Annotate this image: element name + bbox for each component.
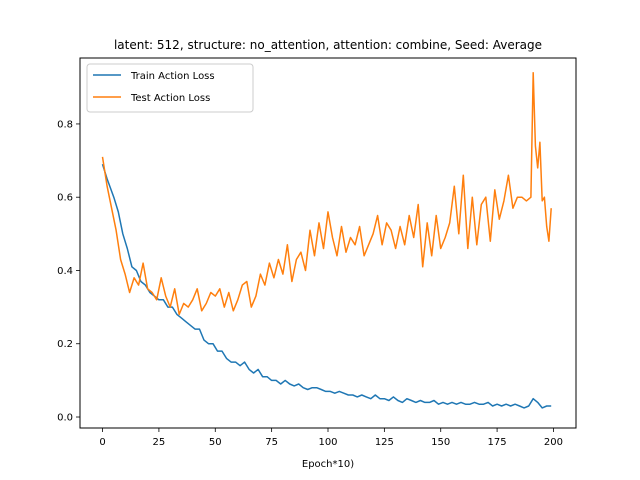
x-tick-label: 150 [431,437,450,448]
legend-label-test: Test Action Loss [130,93,210,104]
y-axis-ticks: 0.0 0.2 0.4 0.6 0.8 [57,119,80,424]
x-tick-label: 50 [209,437,222,448]
x-tick-label: 125 [375,437,394,448]
legend-box [86,63,254,113]
plot-lines [101,71,552,409]
y-tick-label: 0.0 [57,413,73,424]
chart-title: latent: 512, structure: no_attention, at… [114,38,542,52]
x-tick-label: 0 [99,437,105,448]
series-line-test [101,71,552,316]
x-tick-label: 75 [265,437,278,448]
y-tick-label: 0.8 [57,119,73,130]
y-tick-label: 0.6 [57,193,73,204]
legend: Train Action Loss Test Action Loss [86,63,254,113]
x-tick-label: 25 [153,437,166,448]
x-axis-label: Epoch*10) [302,459,354,470]
x-axis-ticks: 0 25 50 75 100 125 150 175 200 [99,428,563,448]
legend-label-train: Train Action Loss [130,71,215,82]
y-tick-label: 0.4 [57,266,73,277]
y-tick-label: 0.2 [57,339,73,350]
series-line-train [101,163,552,409]
x-tick-label: 200 [544,437,563,448]
plot-frame [79,57,577,429]
x-tick-label: 175 [488,437,507,448]
x-tick-label: 100 [318,437,337,448]
